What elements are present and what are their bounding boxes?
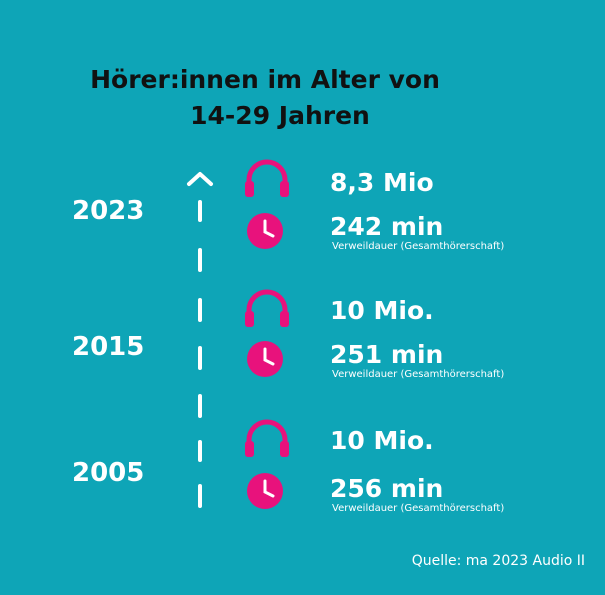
headphones-icon [245, 419, 289, 457]
timeline [187, 172, 213, 508]
title-line-2: 14-29 Jahren [190, 101, 370, 130]
year-2023: 2023 [72, 196, 145, 226]
duration-2005: 256 min [330, 474, 444, 503]
duration-note-2005: Verweildauer (Gesamthörerschaft) [332, 503, 505, 514]
duration-2015: 251 min [330, 340, 444, 369]
duration-note-2015: Verweildauer (Gesamthörerschaft) [332, 369, 505, 380]
title-line-1: Hörer:innen im Alter von [90, 65, 440, 94]
clock-icon [247, 213, 283, 249]
clock-icon [247, 473, 283, 509]
year-2005: 2005 [72, 458, 145, 488]
arrow-up-icon [187, 172, 213, 186]
source-note: Quelle: ma 2023 Audio II [411, 553, 585, 569]
year-2015: 2015 [72, 332, 145, 362]
listeners-2015: 10 Mio. [330, 296, 434, 325]
headphones-icon [245, 289, 289, 327]
clock-icon [247, 341, 283, 377]
listeners-2023: 8,3 Mio [330, 168, 434, 197]
headphones-icon [245, 159, 289, 197]
duration-note-2023: Verweildauer (Gesamthörerschaft) [332, 241, 505, 252]
listeners-2005: 10 Mio. [330, 426, 434, 455]
duration-2023: 242 min [330, 212, 444, 241]
infographic-title: Hörer:innen im Alter von 14-29 Jahren [0, 62, 530, 134]
